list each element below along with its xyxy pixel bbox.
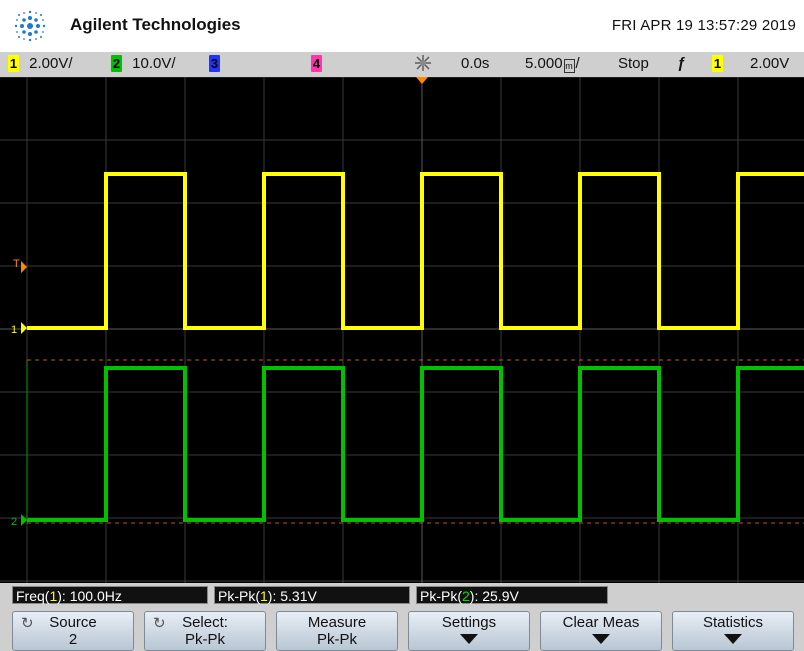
freq-value: ): 100.0Hz bbox=[57, 588, 122, 604]
measurement-bar: Freq(1): 100.0Hz Pk-Pk(1): 5.31V Pk-Pk(2… bbox=[0, 583, 804, 605]
ch4-badge: 4 bbox=[311, 55, 322, 72]
pkpk1-value: ): 5.31V bbox=[267, 588, 317, 604]
ch1-ground-label: 1 bbox=[11, 324, 17, 336]
rotate-knob-icon: ↻ bbox=[21, 615, 34, 632]
measure-label: Measure bbox=[307, 614, 367, 631]
ch2-trace bbox=[27, 366, 804, 522]
pkpk2-value: ): 25.9V bbox=[469, 588, 519, 604]
submenu-arrow-icon bbox=[592, 634, 610, 644]
trigger-source[interactable]: 1 bbox=[712, 55, 723, 72]
measurement-frequency: Freq(1): 100.0Hz bbox=[12, 586, 208, 604]
pkpk2-prefix: Pk-Pk( bbox=[420, 588, 462, 604]
settings-label: Settings bbox=[441, 614, 497, 631]
ch2-badge: 2 bbox=[111, 55, 122, 72]
header: Agilent Technologies FRI APR 19 13:57:29… bbox=[0, 0, 804, 52]
source-label: Source bbox=[49, 614, 97, 631]
select-label: Select: bbox=[182, 614, 228, 631]
select-value: Pk-Pk bbox=[184, 631, 225, 648]
waveform-display[interactable]: T 1 2 bbox=[0, 77, 804, 583]
ch4-indicator[interactable]: 4 bbox=[311, 55, 322, 72]
pkpk1-source: 1 bbox=[260, 588, 268, 604]
freq-prefix: Freq( bbox=[16, 588, 50, 604]
trigger-level-label: T bbox=[13, 258, 20, 270]
dashed-reference-lines bbox=[27, 359, 804, 524]
rotate-knob-icon: ↻ bbox=[153, 615, 166, 632]
pkpk2-source: 2 bbox=[462, 588, 470, 604]
date-time: FRI APR 19 13:57:29 2019 bbox=[611, 17, 796, 34]
softkey-bar: ↻ Source 2 ↻ Select: Pk-Pk Measure Pk-Pk… bbox=[0, 605, 804, 651]
agilent-spark-logo-icon bbox=[14, 10, 46, 42]
sun-icon bbox=[414, 54, 432, 76]
pkpk1-prefix: Pk-Pk( bbox=[218, 588, 260, 604]
source-value: 2 bbox=[68, 631, 78, 648]
time-scale-suffix: / bbox=[575, 55, 580, 72]
brand-name: Agilent Technologies bbox=[70, 15, 241, 34]
time-scale-unit-icon: m bbox=[563, 59, 575, 73]
ch1-trace bbox=[27, 172, 804, 330]
clear-meas-label: Clear Meas bbox=[562, 614, 640, 631]
trigger-edge-icon: ƒ bbox=[677, 55, 686, 72]
time-scale[interactable]: 5.000 m / bbox=[525, 55, 580, 73]
run-state[interactable]: Stop bbox=[618, 55, 649, 72]
ch3-badge: 3 bbox=[209, 55, 220, 72]
ch1-badge: 1 bbox=[8, 55, 19, 72]
ch2-scale: 10.0V/ bbox=[132, 55, 176, 72]
select-softkey[interactable]: ↻ Select: Pk-Pk bbox=[144, 611, 266, 651]
measure-softkey[interactable]: Measure Pk-Pk bbox=[276, 611, 398, 651]
measure-value: Pk-Pk bbox=[316, 631, 357, 648]
ch3-indicator[interactable]: 3 bbox=[209, 55, 220, 72]
ch1-ground-marker-icon bbox=[21, 322, 27, 334]
trigger-level-marker-icon bbox=[21, 261, 27, 273]
ch1-indicator[interactable]: 1 2.00V/ bbox=[8, 55, 73, 72]
trigger-position-marker-icon bbox=[416, 77, 428, 84]
status-bar: 1 2.00V/ 2 10.0V/ 3 4 0.0s 5.000 m / Stop … bbox=[0, 52, 804, 77]
ch1-scale: 2.00V/ bbox=[29, 55, 73, 72]
submenu-arrow-icon bbox=[724, 634, 742, 644]
settings-softkey[interactable]: Settings bbox=[408, 611, 530, 651]
measurement-pkpk-ch2: Pk-Pk(2): 25.9V bbox=[416, 586, 608, 604]
clear-meas-softkey[interactable]: Clear Meas bbox=[540, 611, 662, 651]
time-scale-value: 5.000 bbox=[525, 55, 563, 72]
time-delay[interactable]: 0.0s bbox=[461, 55, 490, 72]
ch2-indicator[interactable]: 2 10.0V/ bbox=[111, 55, 176, 72]
measurement-pkpk-ch1: Pk-Pk(1): 5.31V bbox=[214, 586, 410, 604]
ch2-ground-label: 2 bbox=[11, 516, 17, 528]
statistics-label: Statistics bbox=[702, 614, 763, 631]
ch2-ground-marker-icon bbox=[21, 514, 27, 526]
source-softkey[interactable]: ↻ Source 2 bbox=[12, 611, 134, 651]
trigger-source-badge: 1 bbox=[712, 55, 723, 72]
statistics-softkey[interactable]: Statistics bbox=[672, 611, 794, 651]
trigger-level[interactable]: 2.00V bbox=[750, 55, 790, 72]
submenu-arrow-icon bbox=[460, 634, 478, 644]
freq-source: 1 bbox=[49, 588, 58, 604]
